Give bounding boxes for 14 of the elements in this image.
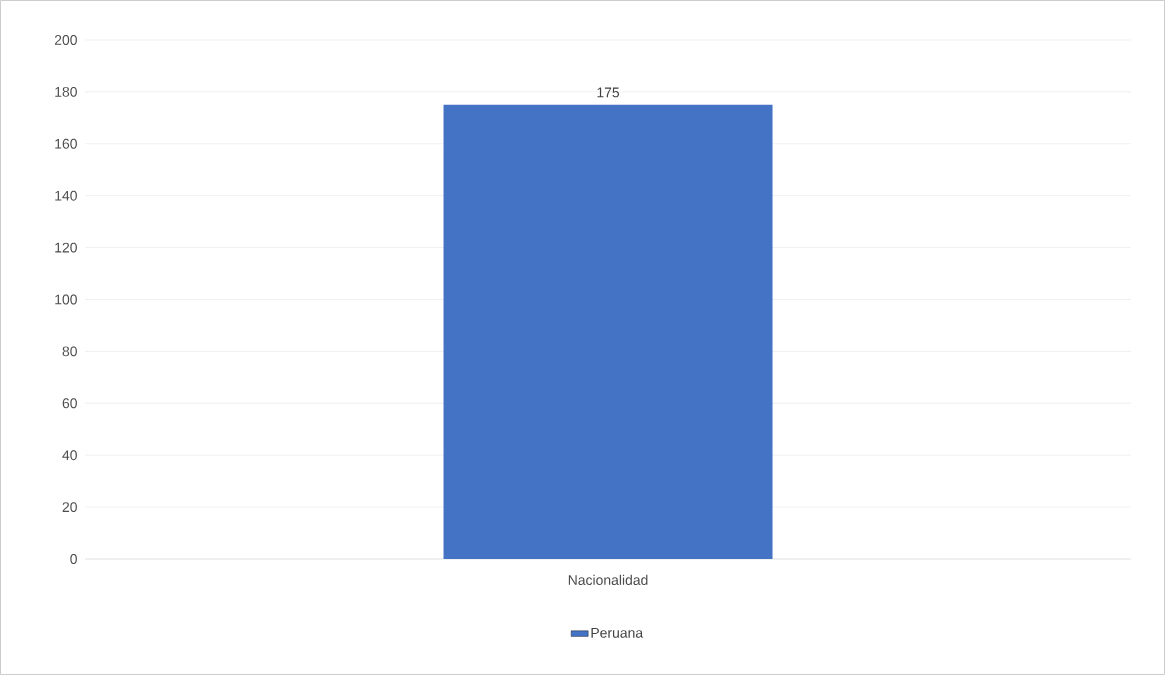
y-tick-label: 20: [62, 502, 77, 513]
x-tick-label: Nacionalidad: [568, 574, 648, 585]
y-tick-label: 180: [55, 86, 77, 97]
data-label: 175: [597, 87, 620, 98]
y-tick-label: 60: [62, 398, 77, 409]
y-tick-label: 40: [62, 450, 77, 461]
y-tick-label: 140: [55, 190, 77, 201]
y-tick-label: 120: [55, 242, 77, 253]
y-tick-label: 100: [55, 294, 77, 305]
y-tick-label: 200: [54, 35, 77, 45]
legend-label: Peruana: [591, 628, 644, 638]
y-tick-label: 0: [70, 554, 77, 564]
y-tick-label: 160: [55, 138, 77, 149]
y-tick-label: 80: [62, 346, 77, 357]
